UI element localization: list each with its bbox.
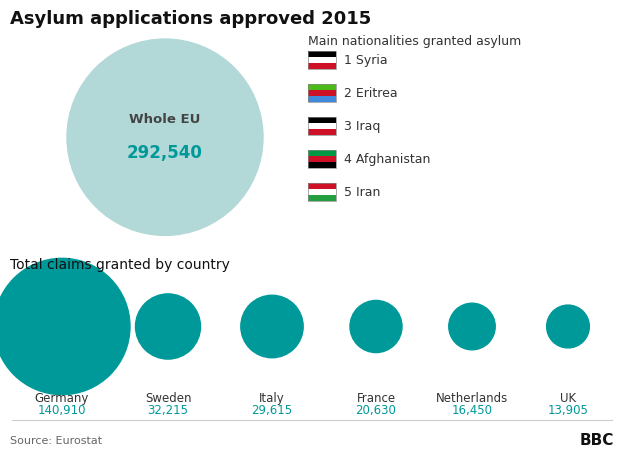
Bar	[308, 57, 336, 63]
Bar	[308, 183, 336, 201]
Bar	[308, 129, 336, 135]
Bar	[308, 156, 336, 162]
Text: Total claims granted by country: Total claims granted by country	[10, 258, 230, 272]
Circle shape	[135, 294, 200, 359]
Text: Italy: Italy	[259, 392, 285, 405]
Text: Whole EU: Whole EU	[129, 113, 201, 125]
Text: Source: Eurostat: Source: Eurostat	[10, 436, 102, 446]
Bar	[308, 84, 336, 90]
Bar	[308, 51, 336, 69]
Bar	[308, 51, 336, 57]
Text: Germany: Germany	[35, 392, 89, 405]
Text: 32,215: 32,215	[147, 404, 188, 417]
Bar	[308, 96, 336, 102]
Bar	[308, 117, 336, 123]
Text: 140,910: 140,910	[37, 404, 86, 417]
Bar	[308, 90, 336, 96]
Circle shape	[241, 295, 303, 358]
Text: Main nationalities granted asylum: Main nationalities granted asylum	[308, 35, 521, 48]
Bar	[308, 63, 336, 69]
Bar	[308, 195, 336, 201]
Circle shape	[350, 300, 402, 353]
Circle shape	[67, 39, 263, 235]
Bar	[308, 162, 336, 168]
Text: UK: UK	[560, 392, 576, 405]
Circle shape	[0, 258, 130, 394]
Circle shape	[547, 305, 589, 348]
Text: Sweden: Sweden	[145, 392, 191, 405]
Text: BBC: BBC	[580, 433, 614, 448]
Text: 3 Iraq: 3 Iraq	[344, 120, 381, 133]
Bar	[308, 183, 336, 189]
Bar	[308, 150, 336, 168]
Text: 16,450: 16,450	[452, 404, 492, 417]
Text: 5 Iran: 5 Iran	[344, 186, 381, 199]
Text: France: France	[356, 392, 396, 405]
Text: 292,540: 292,540	[127, 144, 203, 162]
Bar	[308, 189, 336, 195]
Bar	[308, 150, 336, 156]
Text: 13,905: 13,905	[548, 404, 588, 417]
Circle shape	[449, 303, 495, 350]
Text: Netherlands: Netherlands	[436, 392, 508, 405]
Text: 29,615: 29,615	[251, 404, 293, 417]
Text: 20,630: 20,630	[356, 404, 396, 417]
Bar	[308, 123, 336, 129]
Bar	[308, 84, 336, 102]
Text: 4 Afghanistan: 4 Afghanistan	[344, 153, 431, 166]
Text: Asylum applications approved 2015: Asylum applications approved 2015	[10, 10, 371, 28]
Text: 1 Syria: 1 Syria	[344, 54, 388, 67]
Text: 2 Eritrea: 2 Eritrea	[344, 87, 397, 100]
Bar	[308, 117, 336, 135]
